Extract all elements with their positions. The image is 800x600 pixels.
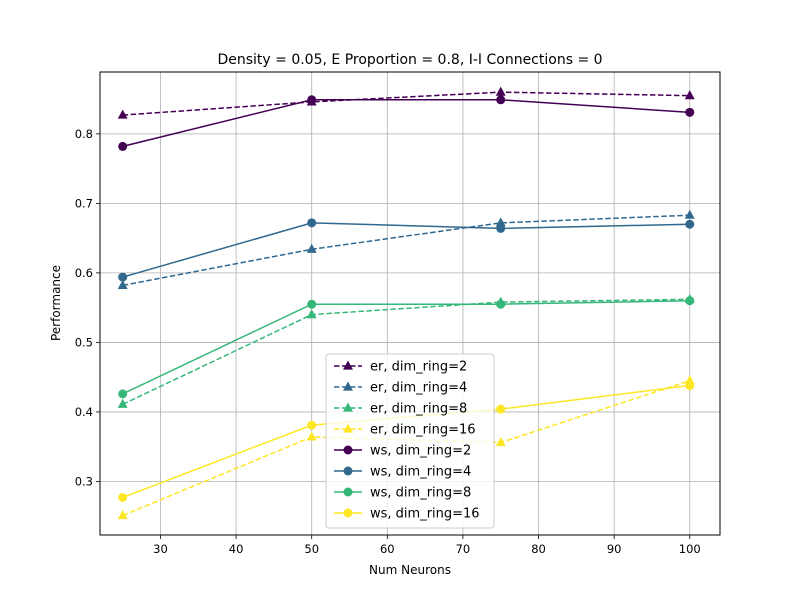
data-point — [496, 223, 506, 233]
legend-entry: ws, dim_ring=8 — [334, 486, 471, 501]
legend-marker — [343, 508, 353, 518]
y-tick-label: 0.8 — [75, 127, 93, 141]
legend-entry: er, dim_ring=8 — [334, 402, 467, 417]
data-point — [117, 398, 128, 408]
series-line — [122, 298, 690, 405]
data-point — [118, 492, 128, 502]
x-tick-label: 40 — [229, 542, 244, 556]
y-axis-label: Performance — [49, 265, 63, 341]
x-axis-label: Num Neurons — [369, 563, 451, 577]
legend-entry: er, dim_ring=2 — [334, 360, 467, 375]
data-point — [118, 141, 128, 151]
legend-entry: er, dim_ring=4 — [334, 381, 467, 396]
series-ws-6 — [118, 296, 695, 399]
legend-label: ws, dim_ring=16 — [370, 507, 480, 522]
data-point — [496, 299, 506, 309]
data-point — [496, 95, 506, 105]
legend-marker — [343, 423, 353, 433]
data-point — [306, 309, 317, 319]
data-point — [495, 437, 506, 447]
series-line — [122, 299, 690, 395]
series-ws-4 — [118, 95, 695, 151]
legend-label: er, dim_ring=4 — [370, 381, 467, 396]
series-line — [122, 222, 690, 278]
y-tick-label: 0.6 — [75, 266, 93, 280]
plot-area — [99, 71, 721, 536]
data-point — [307, 95, 317, 105]
legend-marker — [343, 402, 353, 412]
x-tick-label: 80 — [531, 542, 546, 556]
legend-label: ws, dim_ring=4 — [370, 465, 471, 480]
data-point — [307, 299, 317, 309]
legend-marker — [343, 445, 353, 455]
data-point — [306, 431, 317, 441]
data-point — [307, 420, 317, 430]
plot-frame — [99, 71, 721, 536]
legend: er, dim_ring=2 er, dim_ring=4 er, dim_ring… — [325, 353, 495, 529]
data-point — [118, 389, 128, 399]
y-tick-label: 0.7 — [75, 196, 93, 210]
legend-entry: ws, dim_ring=4 — [334, 465, 471, 480]
data-point — [496, 404, 506, 414]
chart-title: Density = 0.05, E Proportion = 0.8, I-I … — [217, 52, 602, 68]
data-point — [684, 209, 695, 219]
legend-label: ws, dim_ring=2 — [370, 444, 471, 459]
series-line — [122, 214, 690, 287]
series-er-1 — [117, 209, 695, 289]
data-point — [117, 279, 128, 289]
legend-label: er, dim_ring=2 — [370, 360, 467, 375]
x-tick-label: 60 — [380, 542, 395, 556]
legend-marker — [343, 381, 353, 391]
series-ws-5 — [118, 218, 695, 282]
x-tick-label: 90 — [607, 542, 622, 556]
y-tick-label: 0.3 — [75, 474, 93, 488]
data-point — [117, 510, 128, 520]
legend-box — [325, 353, 495, 529]
legend-entry: er, dim_ring=16 — [334, 423, 476, 438]
data-point — [685, 296, 695, 306]
legend-marker — [343, 466, 353, 476]
legend-entry: ws, dim_ring=16 — [334, 507, 480, 522]
data-point — [685, 381, 695, 391]
y-tick-label: 0.5 — [75, 335, 93, 349]
legend-entry: ws, dim_ring=2 — [334, 444, 471, 459]
x-tick-label: 70 — [456, 542, 471, 556]
series-line — [122, 91, 690, 116]
data-point — [685, 219, 695, 229]
x-tick-label: 30 — [153, 542, 168, 556]
legend-label: er, dim_ring=8 — [370, 402, 467, 417]
data-point — [684, 90, 695, 100]
data-point — [118, 272, 128, 282]
data-point — [495, 86, 506, 96]
data-point — [306, 243, 317, 253]
data-point — [307, 218, 317, 228]
series-line — [122, 99, 690, 148]
series-layer — [117, 86, 695, 520]
legend-marker — [343, 487, 353, 497]
legend-label: er, dim_ring=16 — [370, 423, 476, 438]
legend-marker — [343, 360, 353, 370]
x-tick-label: 50 — [304, 542, 319, 556]
data-point — [685, 107, 695, 117]
axis-ticks: 30 40 50 60 70 80 90 100 0.3 0.4 0.5 0.6 0.7 0.8 — [75, 127, 701, 556]
data-point — [495, 217, 506, 227]
y-tick-label: 0.4 — [75, 405, 93, 419]
x-tick-label: 100 — [679, 542, 701, 556]
legend-label: ws, dim_ring=8 — [370, 486, 471, 501]
data-point — [117, 109, 128, 119]
